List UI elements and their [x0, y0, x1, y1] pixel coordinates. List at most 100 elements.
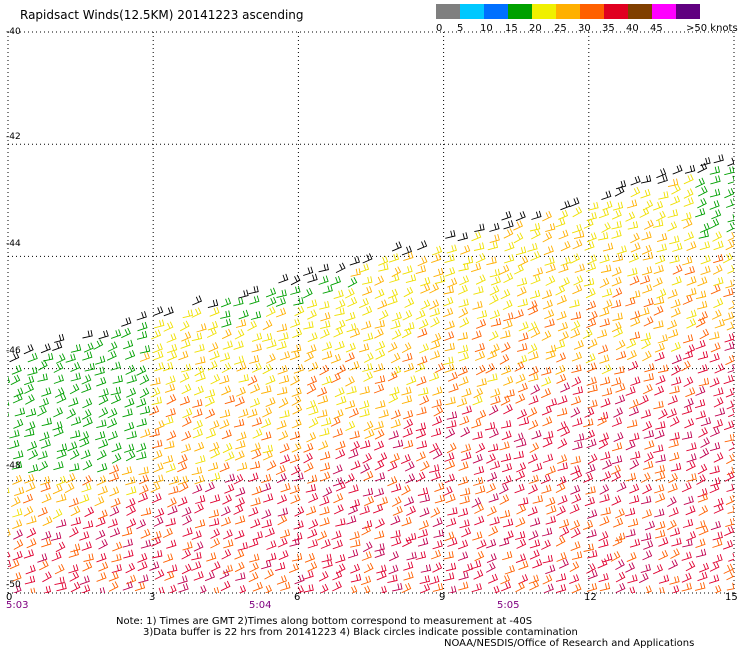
legend-swatch-6: [580, 4, 604, 19]
wind-barb: [517, 409, 527, 420]
wind-barb: [11, 364, 22, 375]
wind-barb: [697, 350, 709, 360]
wind-barb: [320, 417, 332, 427]
wind-barb: [709, 377, 720, 388]
wind-barb: [179, 320, 190, 332]
wind-barb: [489, 343, 500, 354]
wind-barb: [545, 496, 556, 507]
wind-barb: [178, 481, 189, 493]
wind-barb: [429, 464, 440, 473]
wind-barb: [708, 574, 720, 584]
wind-barb: [543, 430, 554, 440]
wind-barb: [725, 279, 734, 289]
wind-barb: [498, 483, 509, 495]
wind-barb: [574, 433, 585, 443]
wind-barb: [164, 440, 175, 450]
wind-barb: [726, 466, 734, 476]
wind-barb: [560, 256, 571, 266]
wind-barb: [713, 503, 724, 514]
wind-barb: [350, 440, 361, 452]
wind-barb: [378, 309, 389, 321]
wind-barb: [545, 350, 556, 360]
wind-barb: [249, 397, 260, 408]
wind-barb: [532, 462, 543, 473]
wind-barb: [625, 297, 636, 307]
wind-barb: [111, 453, 122, 464]
wind-barb: [261, 431, 272, 441]
wind-barb: [681, 431, 693, 440]
wind-barb: [475, 274, 486, 285]
wind-barb: [709, 483, 720, 494]
wind-barb: [25, 481, 36, 493]
wind-barb: [712, 531, 723, 541]
wind-barb: [98, 407, 109, 418]
wind-barb: [219, 374, 230, 385]
wind-barb: [374, 328, 384, 339]
wind-barb: [265, 287, 277, 298]
wind-barb: [709, 200, 720, 210]
wind-barb: [233, 504, 244, 515]
wind-barb: [307, 375, 317, 386]
wind-barb: [8, 400, 10, 406]
wind-barb: [670, 195, 681, 206]
wind-barb: [434, 362, 445, 374]
wind-barb: [430, 471, 441, 481]
wind-barb: [682, 334, 694, 344]
wind-barb: [415, 471, 426, 483]
wind-barb: [38, 397, 49, 408]
wind-barb: [80, 449, 91, 460]
wind-barb: [471, 583, 482, 593]
wind-barb: [209, 518, 220, 527]
wind-barb: [196, 323, 207, 333]
wind-barb: [615, 339, 626, 351]
wind-barb: [249, 562, 259, 573]
wind-barb: [681, 212, 692, 222]
wind-barb: [40, 482, 51, 493]
wind-barb: [587, 338, 598, 349]
wind-barb: [374, 548, 385, 559]
wind-barb: [683, 495, 694, 506]
wind-barb: [515, 553, 527, 564]
wind-barb: [683, 231, 694, 242]
wind-barb: [41, 493, 52, 504]
wind-barb: [543, 245, 554, 256]
wind-barb: [96, 475, 107, 486]
wind-barb: [401, 342, 412, 353]
wind-barb: [275, 464, 286, 476]
wind-barb: [457, 539, 469, 550]
wind-barb: [306, 505, 317, 516]
wind-barb: [55, 353, 66, 364]
wind-barb: [572, 417, 583, 427]
wind-barb: [205, 408, 216, 419]
wind-barb: [518, 416, 530, 426]
wind-barb: [714, 585, 722, 593]
wind-barb: [95, 431, 106, 441]
wind-barb: [125, 562, 136, 574]
wind-barb: [42, 353, 54, 362]
wind-barb: [724, 333, 734, 343]
wind-barb: [139, 352, 150, 362]
wind-barb: [250, 311, 262, 320]
wind-barb: [585, 464, 596, 474]
wind-barb: [377, 299, 388, 310]
wind-barb: [136, 418, 147, 428]
wind-barb: [643, 373, 654, 382]
wind-barb: [204, 571, 215, 582]
wind-barb: [9, 439, 20, 450]
wind-barb: [68, 397, 79, 407]
wind-barb: [518, 255, 529, 267]
wind-barb: [165, 463, 176, 473]
wind-barb: [262, 407, 273, 418]
wind-barb: [361, 520, 373, 530]
wind-barb: [52, 421, 63, 431]
wind-barb: [681, 582, 692, 592]
wind-barb: [362, 305, 373, 316]
wind-barb: [373, 363, 384, 373]
wind-barb: [682, 518, 694, 528]
wind-barb: [330, 353, 341, 364]
wind-barb: [37, 506, 48, 517]
wind-barb: [122, 581, 133, 591]
wind-barb: [420, 460, 430, 472]
wind-barb: [724, 471, 734, 482]
wind-barb: [277, 507, 289, 517]
